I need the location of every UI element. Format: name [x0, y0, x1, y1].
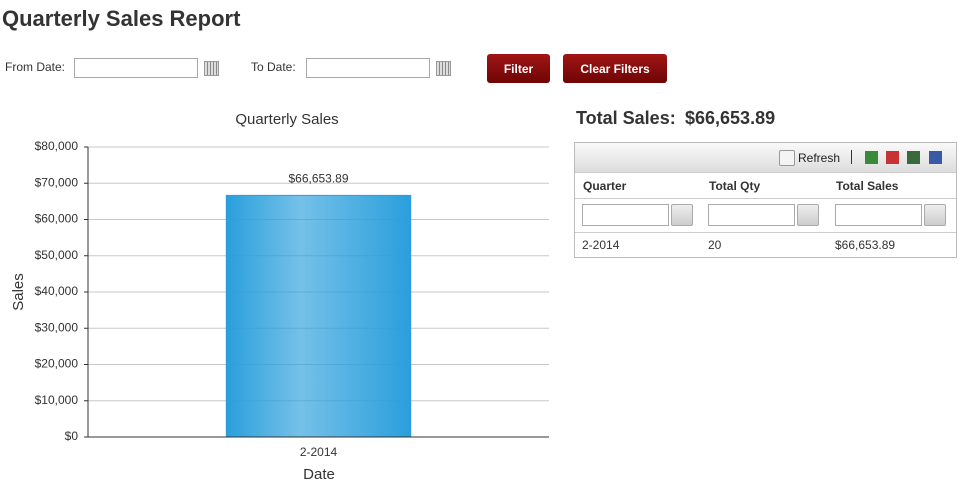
row-divider	[575, 198, 956, 199]
column-header[interactable]: Quarter	[583, 179, 627, 193]
y-tick-label: $30,000	[35, 320, 79, 334]
y-tick-label: $10,000	[35, 393, 79, 407]
data-label: $66,653.89	[288, 172, 348, 186]
y-tick-label: $20,000	[35, 357, 79, 371]
y-tick-label: $40,000	[35, 284, 79, 298]
grid-toolbar: Refresh	[575, 143, 956, 173]
y-axis-label: Sales	[10, 273, 27, 311]
export-pdf[interactable]	[886, 151, 899, 164]
column-header[interactable]: Total Sales	[836, 179, 899, 193]
cell: 20	[708, 238, 722, 252]
refresh-icon[interactable]	[779, 150, 795, 166]
cell: $66,653.89	[835, 238, 896, 252]
clear-button[interactable]: Clear Filters	[563, 54, 667, 83]
filter-icon[interactable]	[924, 204, 946, 226]
y-tick-label: $0	[65, 429, 79, 443]
calendar-icon[interactable]	[436, 61, 451, 76]
y-tick-label: $50,000	[35, 248, 79, 262]
from-input[interactable]	[74, 58, 198, 78]
calendar-icon[interactable]	[204, 61, 219, 76]
from-label: From Date:	[5, 60, 66, 74]
separator	[851, 150, 852, 164]
filter-input[interactable]	[582, 204, 669, 226]
y-tick-label: $80,000	[35, 139, 79, 153]
filter-input[interactable]	[835, 204, 922, 226]
to-input[interactable]	[306, 58, 430, 78]
row-divider	[575, 232, 956, 233]
y-tick-label: $60,000	[35, 212, 79, 226]
data-grid: Refresh Quarter Total Qty Total Sales 2-…	[574, 142, 957, 258]
page-title: Quarterly Sales Report	[2, 6, 241, 31]
filter-input[interactable]	[708, 204, 795, 226]
export-excel[interactable]	[865, 151, 878, 164]
to-label: To Date:	[251, 60, 296, 74]
x-axis-label: Date	[303, 466, 335, 483]
summary-value: $66,653.89	[685, 108, 776, 128]
filter-icon[interactable]	[671, 204, 693, 226]
export-word[interactable]	[929, 151, 942, 164]
export-csv[interactable]	[907, 151, 920, 164]
filter-button[interactable]: Filter	[487, 54, 550, 83]
x-tick-label: 2-2014	[300, 445, 338, 459]
summary-label: Total Sales:	[576, 108, 676, 128]
chart: Quarterly Sales Sales Date $0 $10,000 $20,…	[10, 111, 549, 483]
chart-title: Quarterly Sales	[235, 111, 338, 128]
column-header[interactable]: Total Qty	[709, 179, 761, 193]
cell: 2-2014	[582, 238, 620, 252]
bar	[225, 194, 412, 438]
filter-icon[interactable]	[797, 204, 819, 226]
y-tick-label: $70,000	[35, 175, 79, 189]
refresh-button[interactable]: Refresh	[798, 151, 841, 165]
